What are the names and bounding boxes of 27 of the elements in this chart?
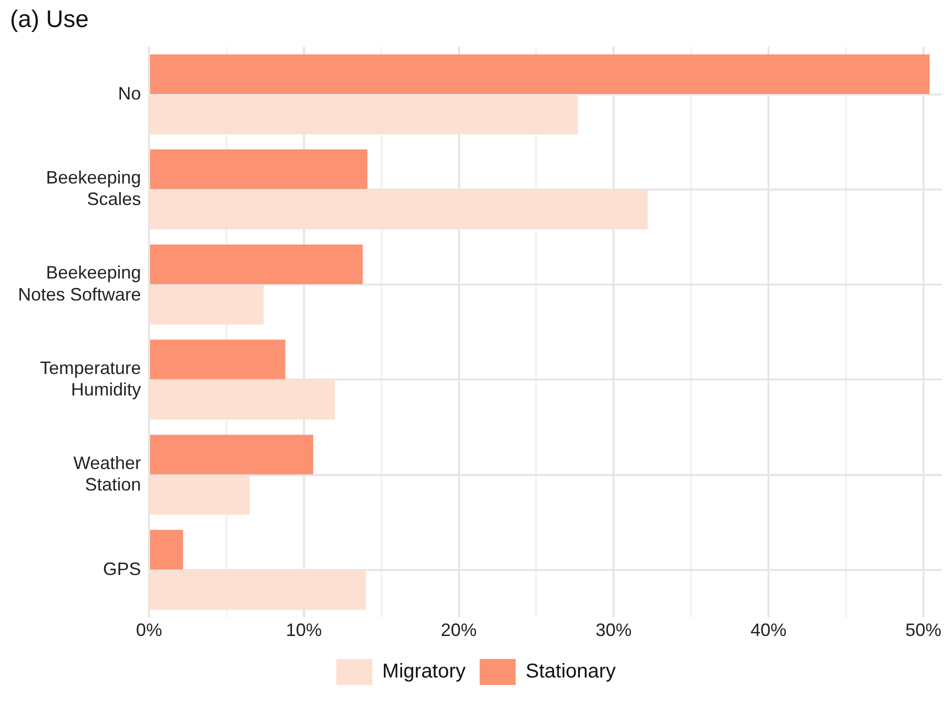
- bar: [150, 190, 648, 230]
- bar: [150, 530, 184, 570]
- y-tick-label: Weather Station: [73, 452, 142, 495]
- bar: [150, 284, 264, 325]
- x-tick-label: 30%: [596, 620, 632, 640]
- y-tick-label: No: [118, 83, 142, 104]
- y-tick-label: Beekeeping Scales: [46, 168, 142, 210]
- x-tick-label: 40%: [750, 620, 787, 640]
- bar: [150, 570, 366, 610]
- bar: [150, 149, 368, 190]
- x-tick-label: 20%: [440, 620, 477, 640]
- bar: [150, 244, 363, 284]
- bar: [150, 434, 314, 474]
- bar: [150, 54, 930, 94]
- legend-label: Migratory: [382, 660, 466, 683]
- x-tick-label: 0%: [136, 620, 162, 640]
- y-tick-label: Temperature Humidity: [40, 358, 142, 400]
- chart-title: (a) Use: [10, 6, 89, 34]
- bar: [150, 475, 250, 515]
- x-tick-label: 10%: [286, 620, 322, 640]
- bar: [150, 380, 335, 420]
- bar: [150, 94, 578, 134]
- legend-label: Stationary: [526, 660, 616, 683]
- y-tick-label: GPS: [103, 558, 142, 579]
- x-tick-label: 50%: [905, 620, 942, 640]
- y-tick-label: Beekeeping Notes Software: [18, 262, 142, 304]
- bar: [150, 340, 286, 380]
